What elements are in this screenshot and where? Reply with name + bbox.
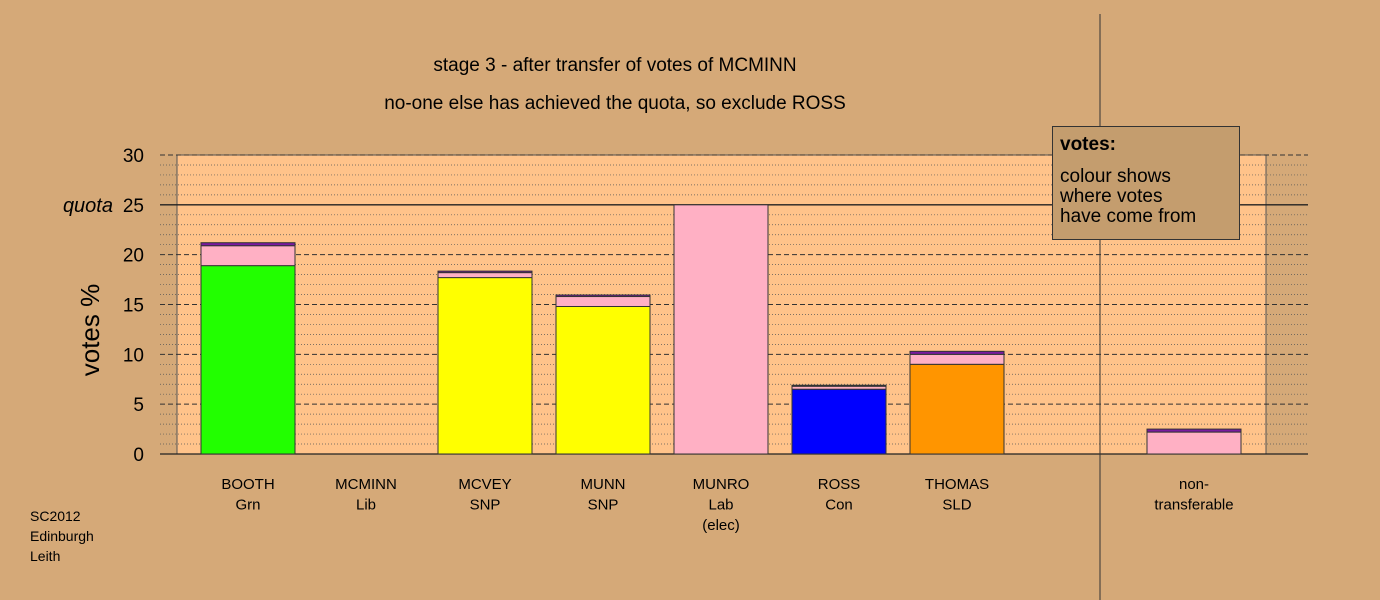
bar-segment-non-transferable-lib <box>1146 428 1242 433</box>
y-tick-label: 30 <box>123 146 144 167</box>
x-tick-label-mcvey: MCVEY <box>458 476 511 493</box>
credit-block: SC2012 Edinburgh Leith <box>30 506 94 566</box>
y-tick-label: 15 <box>123 296 144 317</box>
x-tick-label-ross: Con <box>825 497 853 514</box>
bar-segment-ross-con <box>791 388 887 455</box>
credit-line-3: Leith <box>30 548 61 564</box>
x-tick-label-booth: BOOTH <box>221 476 274 493</box>
x-tick-label-munro: MUNRO <box>693 476 750 493</box>
y-tick-label: 20 <box>123 246 144 267</box>
bar-segment-munn-lib <box>555 294 651 298</box>
bar-segment-mcvey-snp <box>437 277 533 455</box>
quota-label: quota <box>63 195 113 217</box>
bar-segment-munn-lab <box>555 296 651 307</box>
x-tick-label-munn: MUNN <box>581 476 626 493</box>
bar-segment-booth-lib <box>200 242 296 247</box>
bar-segment-booth-lab <box>200 245 296 267</box>
chart-subtitle: no-one else has achieved the quota, so e… <box>384 93 846 114</box>
credit-line-1: SC2012 <box>30 508 81 524</box>
bar-segment-thomas-sld <box>909 363 1005 455</box>
x-tick-label-non-transferable: non- <box>1179 476 1209 493</box>
x-tick-label-mcminn: MCMINN <box>335 476 397 493</box>
x-tick-label-munn: SNP <box>588 497 619 514</box>
bar-segment-ross-lib <box>791 384 887 387</box>
y-tick-label: 5 <box>133 395 144 416</box>
bar-segment-munn-snp <box>555 305 651 455</box>
x-tick-label-non-transferable: transferable <box>1154 497 1233 514</box>
bar-segment-mcvey-lab <box>437 272 533 279</box>
bar-segment-thomas-lib <box>909 350 1005 355</box>
y-tick-label: 25 <box>123 196 144 217</box>
bar-segment-non-transferable-lab <box>1146 431 1242 455</box>
y-axis-label: votes % <box>75 284 105 377</box>
x-tick-label-thomas: SLD <box>942 497 971 514</box>
bar-segment-munro-lab <box>673 204 769 455</box>
y-tick-label: 10 <box>123 345 144 366</box>
legend-title: votes: <box>1060 134 1116 155</box>
x-tick-label-ross: ROSS <box>818 476 861 493</box>
credit-line-2: Edinburgh <box>30 528 94 544</box>
x-tick-label-booth: Grn <box>235 497 260 514</box>
chart-title: stage 3 - after transfer of votes of MCM… <box>433 55 797 76</box>
x-tick-label-thomas: THOMAS <box>925 476 989 493</box>
bar-segment-mcvey-lib <box>437 270 533 274</box>
x-tick-label-munro: (elec) <box>702 517 740 534</box>
bar-segment-booth-grn <box>200 265 296 455</box>
legend-body: colour shows where votes have come from <box>1060 166 1197 227</box>
y-tick-label: 0 <box>133 445 144 466</box>
x-tick-label-munro: Lab <box>708 497 733 514</box>
legend-box: votes: colour shows where votes have com… <box>1052 126 1240 240</box>
x-tick-label-mcminn: Lib <box>356 497 376 514</box>
x-tick-label-mcvey: SNP <box>470 497 501 514</box>
bar-segment-thomas-lab <box>909 353 1005 365</box>
